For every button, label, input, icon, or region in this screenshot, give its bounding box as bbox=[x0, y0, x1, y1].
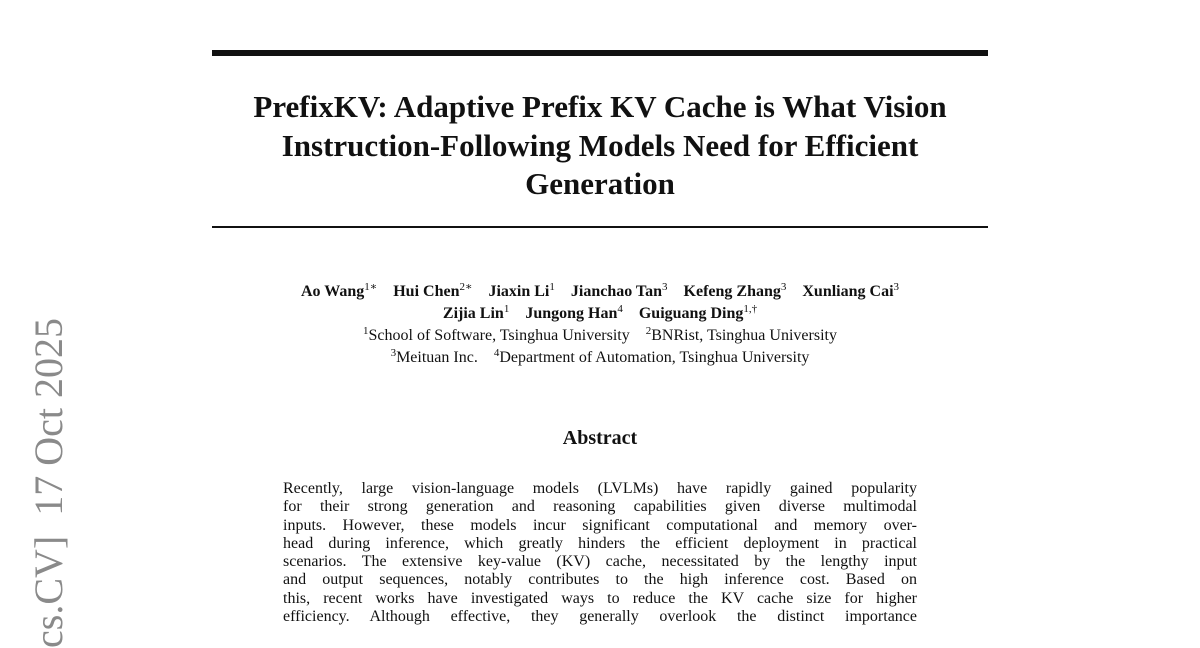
author-mark: 2∗ bbox=[459, 281, 473, 293]
authors: Ao Wang1∗ Hui Chen2∗ Jiaxin Li1 Jianchao Ta… bbox=[200, 281, 1000, 369]
author-mark: 1,† bbox=[743, 303, 758, 315]
author: Jianchao Tan3 bbox=[570, 281, 668, 301]
affiliation-mark: 4 bbox=[493, 347, 500, 359]
author-name: Kefeng Zhang bbox=[683, 283, 781, 300]
author-mark: 1∗ bbox=[364, 281, 378, 293]
author-name: Hui Chen bbox=[393, 283, 460, 300]
abstract-line: this, recent works have investigated way… bbox=[283, 589, 917, 607]
affiliation: 4Department of Automation, Tsinghua Univ… bbox=[493, 347, 810, 367]
author-name: Jiaxin Li bbox=[488, 283, 550, 300]
affiliation-row: 3Meituan Inc. 4Department of Automation, … bbox=[200, 347, 1000, 369]
affiliation-mark: 2 bbox=[645, 325, 652, 337]
author-mark: 1 bbox=[549, 281, 555, 293]
author-name: Jianchao Tan bbox=[570, 283, 663, 300]
abstract-line: head during inference, which greatly hin… bbox=[283, 534, 917, 552]
author-mark: 3 bbox=[780, 281, 787, 293]
author: Guiguang Ding1,† bbox=[638, 303, 758, 323]
author-mark: 4 bbox=[617, 303, 623, 315]
author: Kefeng Zhang3 bbox=[683, 281, 787, 301]
abstract-line: and output sequences, notably contribute… bbox=[283, 571, 917, 589]
author-mark: 1 bbox=[503, 303, 510, 315]
affiliation-text: School of Software, Tsinghua University bbox=[368, 327, 630, 344]
title-line: Instruction-Following Models Need for Ef… bbox=[281, 127, 919, 163]
affiliation-mark: 1 bbox=[363, 325, 369, 337]
title-rule bbox=[212, 226, 988, 228]
affiliation: 1School of Software, Tsinghua University bbox=[363, 325, 630, 345]
affiliation-mark: 3 bbox=[390, 347, 397, 359]
affiliation-text: Meituan Inc. bbox=[396, 349, 478, 366]
author-mark: 3 bbox=[893, 281, 900, 293]
author: Hui Chen2∗ bbox=[393, 281, 473, 301]
title-line: PrefixKV: Adaptive Prefix KV Cache is Wh… bbox=[253, 89, 947, 124]
author-name: Guiguang Ding bbox=[638, 305, 744, 322]
abstract-line: Recently, large vision-language models (… bbox=[283, 480, 917, 497]
title-line: Generation bbox=[525, 166, 675, 201]
affiliation-text: Department of Automation, Tsinghua Unive… bbox=[499, 349, 810, 366]
abstract-heading: Abstract bbox=[562, 427, 638, 449]
abstract-line: for their strong generation and reasonin… bbox=[283, 498, 917, 516]
author-mark: 3 bbox=[662, 281, 668, 293]
abstract: Recently, large vision-language models (… bbox=[283, 480, 917, 626]
author-name: Xunliang Cai bbox=[802, 283, 894, 300]
author-name: Jungong Han bbox=[525, 305, 618, 322]
affiliation-text: BNRist, Tsinghua University bbox=[651, 327, 837, 344]
title: PrefixKV: Adaptive Prefix KV Cache is Wh… bbox=[212, 88, 988, 204]
author: Xunliang Cai3 bbox=[802, 281, 900, 301]
author: Ao Wang1∗ bbox=[300, 281, 378, 301]
arxiv-stamp: cs.CV] 17 Oct 2025 bbox=[26, 318, 71, 648]
author-name: Zijia Lin bbox=[442, 305, 504, 322]
abstract-line: inputs. However, these models incur sign… bbox=[283, 516, 917, 534]
author: Jungong Han4 bbox=[525, 303, 623, 323]
author: Jiaxin Li1 bbox=[488, 281, 555, 301]
author-row: Ao Wang1∗ Hui Chen2∗ Jiaxin Li1 Jianchao Ta… bbox=[200, 281, 1000, 303]
affiliation: 3Meituan Inc. bbox=[390, 347, 478, 367]
abstract-line: scenarios. The extensive key-value (KV) … bbox=[283, 553, 917, 571]
top-rule bbox=[212, 50, 988, 56]
abstract-line: efficiency. Although effective, they gen… bbox=[283, 608, 917, 626]
affiliation: 2BNRist, Tsinghua University bbox=[645, 325, 837, 345]
author: Zijia Lin1 bbox=[442, 303, 510, 323]
author-row: Zijia Lin1 Jungong Han4 Guiguang Ding1,† bbox=[200, 303, 1000, 325]
affiliation-row: 1School of Software, Tsinghua University… bbox=[200, 325, 1000, 347]
author-name: Ao Wang bbox=[300, 283, 365, 300]
